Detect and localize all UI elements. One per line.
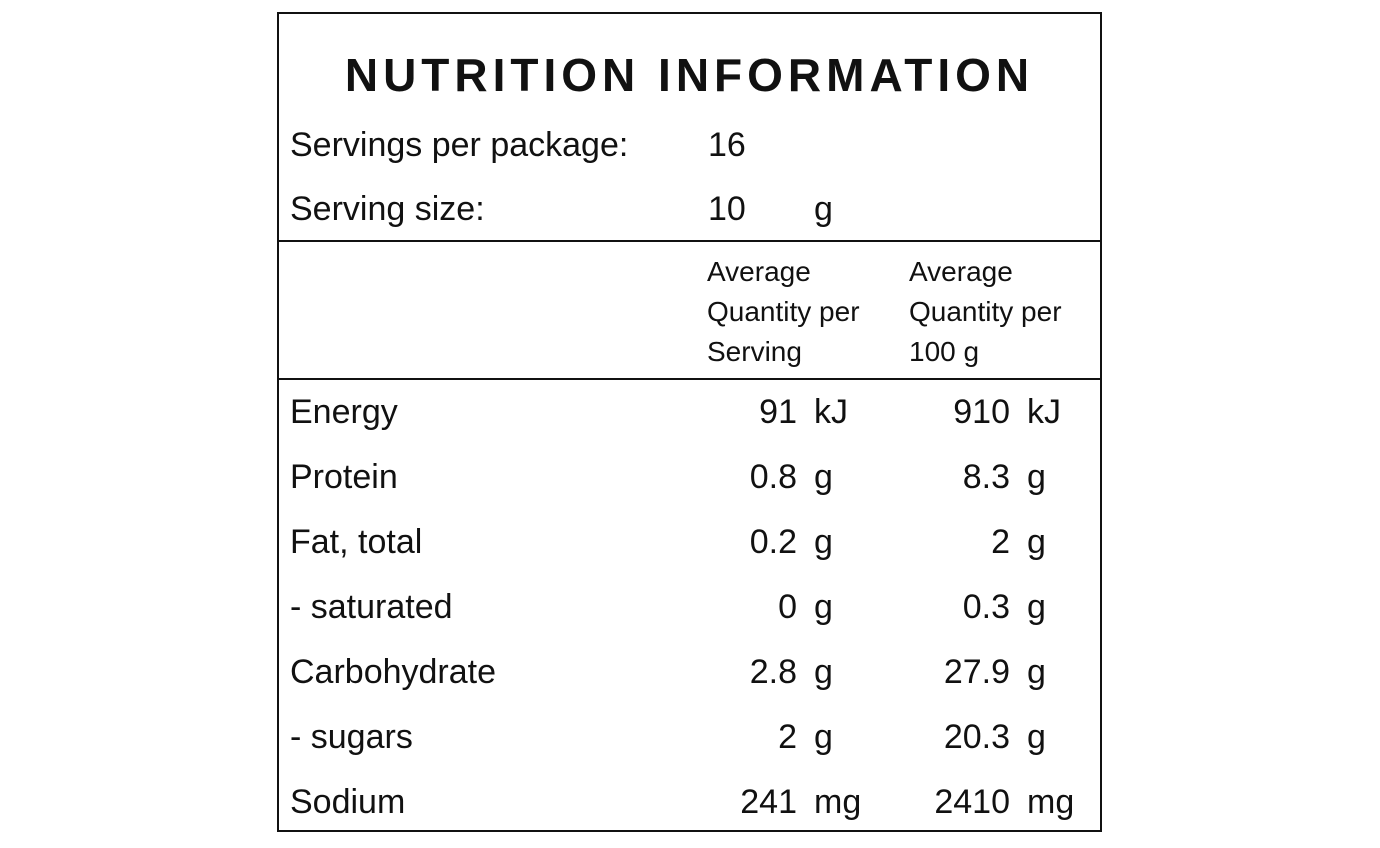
per-100g-unit: kJ <box>1027 393 1061 431</box>
per-serving-unit: mg <box>814 783 862 821</box>
title: NUTRITION INFORMATION <box>344 49 1035 101</box>
column-header: Average Quantity per 100 g <box>909 256 1062 367</box>
serving-size-label: Serving size: <box>290 190 485 228</box>
per-serving-value: 2.8 <box>749 653 797 691</box>
per-serving-value: 2 <box>778 718 797 756</box>
nutrient-name: Energy <box>290 393 398 431</box>
per-serving-unit: g <box>814 523 833 561</box>
nutrient-name: Protein <box>290 458 398 496</box>
per-100g-value: 2410 <box>934 783 1010 821</box>
per-serving-unit: kJ <box>814 393 848 431</box>
nutrient-name: - saturated <box>290 588 453 626</box>
per-100g-unit: g <box>1027 588 1046 626</box>
nutrient-name: Sodium <box>290 783 406 821</box>
per-100g-unit: g <box>1027 523 1046 561</box>
servings-value: 16 <box>708 126 746 164</box>
per-serving-value: 0.8 <box>749 458 797 496</box>
per-serving-value: 241 <box>740 783 797 821</box>
per-serving-unit: g <box>814 588 833 626</box>
per-serving-unit: g <box>814 653 833 691</box>
per-100g-unit: mg <box>1027 783 1075 821</box>
per-100g-value: 8.3 <box>962 458 1010 496</box>
per-100g-value: 910 <box>953 393 1010 431</box>
servings-label: Servings per package: <box>290 126 629 164</box>
per-100g-unit: g <box>1027 653 1046 691</box>
per-100g-value: 27.9 <box>943 653 1010 691</box>
column-header: Average Quantity per Serving <box>707 256 860 367</box>
nutrient-name: Fat, total <box>290 523 423 561</box>
serving-size-value: 10 <box>708 190 746 228</box>
divider <box>279 378 1100 380</box>
per-100g-value: 20.3 <box>943 718 1010 756</box>
per-serving-unit: g <box>814 458 833 496</box>
per-100g-value: 2 <box>991 523 1010 561</box>
nutrient-name: - sugars <box>290 718 413 756</box>
per-100g-value: 0.3 <box>962 588 1010 626</box>
divider <box>279 240 1100 242</box>
per-serving-value: 0.2 <box>749 523 797 561</box>
per-serving-value: 91 <box>759 393 797 431</box>
nutrition-panel: NUTRITION INFORMATION Servings per packa… <box>277 12 1102 832</box>
serving-size-unit: g <box>814 190 833 228</box>
per-100g-unit: g <box>1027 718 1046 756</box>
nutrient-name: Carbohydrate <box>290 653 497 691</box>
per-serving-value: 0 <box>778 588 797 626</box>
per-serving-unit: g <box>814 718 833 756</box>
per-100g-unit: g <box>1027 458 1046 496</box>
